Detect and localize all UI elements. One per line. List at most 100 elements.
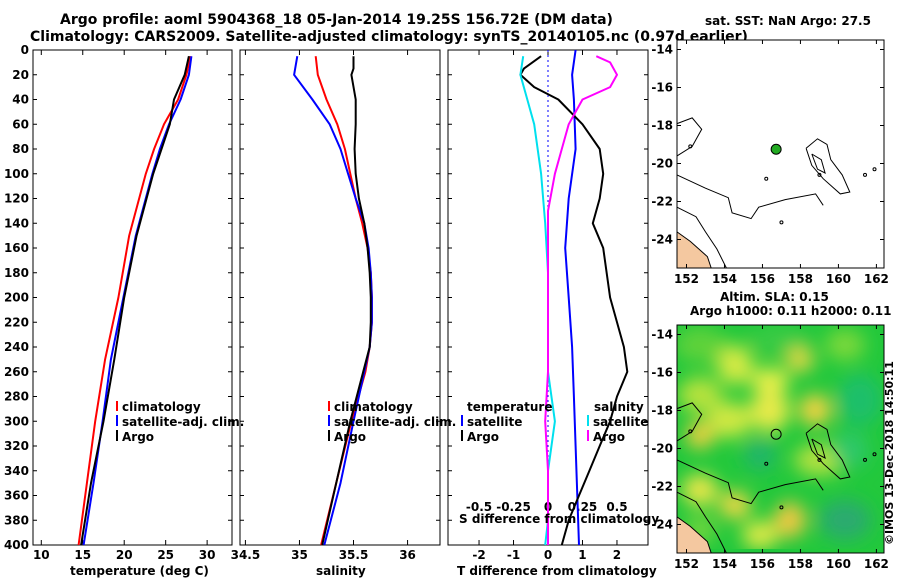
legend-t-satellite: satellite xyxy=(467,415,522,429)
y-tick-label: 260 xyxy=(4,365,29,379)
y-tick-label: -24 xyxy=(651,518,673,532)
series-s-argo xyxy=(544,55,618,545)
island xyxy=(764,461,769,466)
island xyxy=(688,429,693,434)
y-tick-label: -18 xyxy=(651,404,673,418)
bathymetry-contour xyxy=(805,423,851,480)
credit-text: ©IMOS 13-Dec-2018 14:50:11 xyxy=(883,361,896,545)
sla-map-title: Altim. SLA: 0.15 xyxy=(720,290,829,304)
figure-title-line1: Argo profile: aoml 5904368_18 05-Jan-201… xyxy=(60,12,613,28)
y-tick-label: 80 xyxy=(12,142,29,156)
y-tick-label: 140 xyxy=(4,216,29,230)
island xyxy=(688,144,693,149)
y-tick-label: -20 xyxy=(651,157,673,171)
land xyxy=(676,230,712,269)
series-t-satellite xyxy=(564,49,580,546)
legend-climatology: climatology xyxy=(334,400,413,414)
y-tick-label: -24 xyxy=(651,233,673,247)
x-tick-label: 2 xyxy=(613,548,621,562)
x-tick-label: 36 xyxy=(399,548,416,562)
bathymetry-contour xyxy=(811,438,826,459)
x-tick-label: 158 xyxy=(788,557,813,571)
x-tick-label: 1 xyxy=(578,548,586,562)
salinity-legend: climatology satellite-adj. clim. Argo xyxy=(328,400,456,444)
x-tick-label: 154 xyxy=(712,557,737,571)
bathymetry-contour xyxy=(676,174,824,220)
y-tick-label: 220 xyxy=(4,315,29,329)
y-tick-label: -16 xyxy=(651,366,673,380)
x-tick-label: 35.5 xyxy=(339,548,369,562)
island xyxy=(779,505,784,510)
island xyxy=(764,176,769,181)
bathymetry-contour xyxy=(676,206,727,269)
legend-argo: Argo xyxy=(334,430,366,444)
s-tick-label: -0.25 xyxy=(496,500,531,514)
bathymetry-contour xyxy=(676,402,703,442)
y-tick-label: 280 xyxy=(4,390,29,404)
y-tick-label: -14 xyxy=(651,328,673,342)
x-tick-label: 152 xyxy=(674,557,699,571)
y-tick-label: -22 xyxy=(651,195,673,209)
bathymetry-contour xyxy=(676,117,703,157)
legend-s-satellite: satellite xyxy=(593,415,648,429)
sla-map-subtitle: Argo h1000: 0.11 h2000: 0.11 xyxy=(690,304,891,318)
temperature-xlabel: temperature (deg C) xyxy=(70,564,209,578)
series-argo xyxy=(80,55,190,546)
temperature-panel xyxy=(32,49,233,546)
x-tick-label: 20 xyxy=(116,548,133,562)
island xyxy=(817,172,822,177)
y-tick-label: -14 xyxy=(651,43,673,57)
legend-title-temperature: temperature xyxy=(467,400,552,414)
y-tick-label: -16 xyxy=(651,81,673,95)
bathymetry-contour xyxy=(676,491,727,554)
x-tick-label: 162 xyxy=(864,557,889,571)
x-tick-label: 152 xyxy=(674,272,699,286)
difference-legend-temperature: temperature satellite Argo xyxy=(461,400,552,444)
y-tick-label: 60 xyxy=(12,117,29,131)
series-t-argo xyxy=(519,55,629,546)
legend-climatology: climatology xyxy=(122,400,201,414)
x-tick-label: 35 xyxy=(291,548,308,562)
y-tick-label: 0 xyxy=(21,43,29,57)
x-tick-label: 162 xyxy=(864,272,889,286)
x-tick-label: 160 xyxy=(826,272,851,286)
series-satellite-adj-clim- xyxy=(82,56,193,546)
y-tick-label: -20 xyxy=(651,442,673,456)
x-tick-label: 160 xyxy=(826,557,851,571)
argo-float-marker xyxy=(770,143,782,155)
y-tick-label: 340 xyxy=(4,464,29,478)
x-tick-label: 15 xyxy=(74,548,91,562)
y-tick-label: 160 xyxy=(4,241,29,255)
x-tick-label: 154 xyxy=(712,272,737,286)
legend-satellite: satellite-adj. clim. xyxy=(334,415,456,429)
x-tick-label: 10 xyxy=(33,548,50,562)
y-tick-label: 380 xyxy=(4,513,29,527)
x-tick-label: 158 xyxy=(788,272,813,286)
temperature-legend: climatology satellite-adj. clim. Argo xyxy=(116,400,244,444)
y-tick-label: -22 xyxy=(651,480,673,494)
bathymetry-contour xyxy=(805,138,851,195)
island xyxy=(863,457,868,462)
x-tick-label: 156 xyxy=(750,557,775,571)
y-tick-label: 100 xyxy=(4,167,29,181)
legend-t-argo: Argo xyxy=(467,430,499,444)
s-tick-label: 0.5 xyxy=(606,500,627,514)
land xyxy=(676,515,712,554)
series-s-satellite xyxy=(519,56,556,546)
bathymetry-contour xyxy=(811,153,826,174)
series-climatology xyxy=(77,55,192,546)
x-tick-label: 156 xyxy=(750,272,775,286)
sst-map xyxy=(676,39,885,269)
y-tick-label: 20 xyxy=(12,68,29,82)
s-tick-label: -0.5 xyxy=(466,500,492,514)
x-tick-label: -2 xyxy=(472,548,485,562)
island xyxy=(779,220,784,225)
y-tick-label: 400 xyxy=(4,538,29,552)
x-tick-label: 34.5 xyxy=(231,548,261,562)
s-difference-xlabel: S difference from climatology xyxy=(459,512,659,526)
figure-title-line2: Climatology: CARS2009. Satellite-adjuste… xyxy=(30,29,748,45)
difference-xlabel: T difference from climatology xyxy=(457,564,657,578)
legend-s-argo: Argo xyxy=(593,430,625,444)
y-tick-label: 360 xyxy=(4,489,29,503)
